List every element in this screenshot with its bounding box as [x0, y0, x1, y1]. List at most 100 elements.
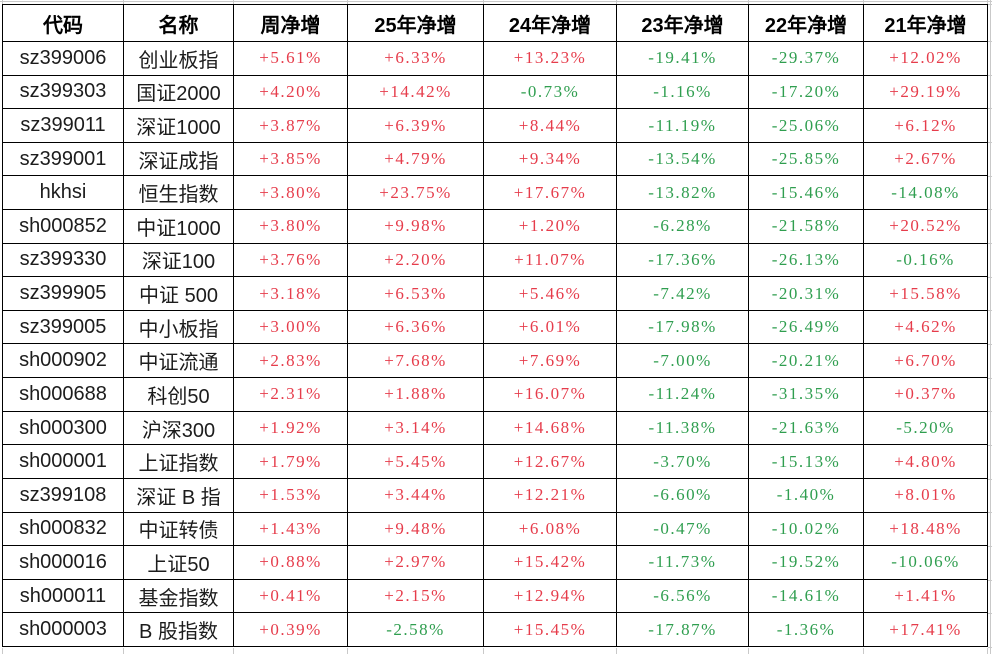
cell-value[interactable]: -0.16% — [863, 242, 988, 278]
cell-value[interactable]: +12.67% — [483, 444, 617, 479]
cell-code[interactable]: sz399330 — [2, 242, 124, 278]
cell-value[interactable]: +15.45% — [483, 612, 617, 647]
cell-value[interactable]: -11.38% — [616, 410, 749, 446]
cell-value[interactable]: +12.94% — [483, 578, 617, 614]
cell-value[interactable]: +7.69% — [483, 343, 617, 379]
cell-value[interactable]: +3.87% — [233, 108, 348, 143]
cell-value[interactable]: +4.62% — [863, 309, 988, 345]
cell-code[interactable]: sz399303 — [2, 74, 124, 110]
table-row[interactable]: sh000852 中证1000 +3.80% +9.98% +1.20% -6.28% -2… — [2, 209, 988, 244]
cell-value[interactable]: -29.37% — [748, 41, 864, 76]
cell-value[interactable]: -15.46% — [748, 175, 864, 211]
column-header-2023[interactable]: 23年净增 — [616, 4, 749, 42]
cell-value[interactable]: +23.75% — [347, 175, 484, 211]
cell-value[interactable]: -14.08% — [863, 175, 988, 211]
cell-value[interactable]: +3.44% — [347, 477, 484, 513]
cell-code[interactable]: hkhsi — [2, 175, 124, 211]
table-row[interactable]: sh000688 科创50 +2.31% +1.88% +16.07% -11.24% -3… — [2, 377, 988, 412]
table-row[interactable]: sz399303 国证2000 +4.20% +14.42% -0.73% -1.16% -… — [2, 74, 988, 110]
column-header-name[interactable]: 名称 — [123, 4, 234, 42]
cell-value[interactable]: +2.97% — [347, 545, 484, 580]
table-row[interactable]: sh000902 中证流通 +2.83% +7.68% +7.69% -7.00% -20.… — [2, 343, 988, 379]
cell-value[interactable]: -20.21% — [748, 343, 864, 379]
cell-value[interactable]: +0.88% — [233, 545, 348, 580]
cell-value[interactable]: +2.67% — [863, 141, 988, 177]
table-row[interactable]: hkhsi 恒生指数 +3.80% +23.75% +17.67% -13.82% -15.… — [2, 175, 988, 211]
cell-value[interactable]: +1.41% — [863, 578, 988, 614]
cell-value[interactable]: +5.45% — [347, 444, 484, 479]
cell-value[interactable]: -21.63% — [748, 410, 864, 446]
cell-value[interactable]: -7.00% — [616, 343, 749, 379]
cell-value[interactable]: +17.67% — [483, 175, 617, 211]
cell-value[interactable]: +11.07% — [483, 242, 617, 278]
cell-value[interactable]: +2.31% — [233, 377, 348, 412]
cell-value[interactable]: +6.08% — [483, 511, 617, 547]
cell-value[interactable]: +29.19% — [863, 74, 988, 110]
table-row[interactable]: sh000016 上证50 +0.88% +2.97% +15.42% -11.73% -1… — [2, 545, 988, 580]
cell-value[interactable]: -2.58% — [347, 612, 484, 647]
cell-code[interactable]: sh000300 — [2, 410, 124, 446]
cell-value[interactable]: +4.80% — [863, 444, 988, 479]
table-row[interactable]: sz399011 深证1000 +3.87% +6.39% +8.44% -11.19% -… — [2, 108, 988, 143]
cell-value[interactable]: +9.34% — [483, 141, 617, 177]
cell-value[interactable]: +6.01% — [483, 309, 617, 345]
cell-name[interactable]: 上证指数 — [123, 444, 234, 479]
cell-value[interactable]: -26.49% — [748, 309, 864, 345]
cell-value[interactable]: -25.06% — [748, 108, 864, 143]
cell-name[interactable]: 创业板指 — [123, 41, 234, 76]
cell-code[interactable]: sh000852 — [2, 209, 124, 244]
cell-value[interactable]: +4.20% — [233, 74, 348, 110]
cell-name[interactable]: 国证2000 — [123, 74, 234, 110]
cell-value[interactable]: +14.42% — [347, 74, 484, 110]
cell-value[interactable]: +2.20% — [347, 242, 484, 278]
cell-value[interactable]: +4.79% — [347, 141, 484, 177]
cell-value[interactable]: -19.41% — [616, 41, 749, 76]
cell-value[interactable]: -19.52% — [748, 545, 864, 580]
cell-value[interactable]: +12.21% — [483, 477, 617, 513]
table-row[interactable]: sz399905 中证 500 +3.18% +6.53% +5.46% -7.42% -2… — [2, 276, 988, 311]
cell-value[interactable]: -0.47% — [616, 511, 749, 547]
cell-value[interactable]: -1.16% — [616, 74, 749, 110]
cell-value[interactable]: -7.42% — [616, 276, 749, 311]
cell-value[interactable]: +1.88% — [347, 377, 484, 412]
cell-value[interactable]: +1.53% — [233, 477, 348, 513]
cell-value[interactable]: +6.33% — [347, 41, 484, 76]
cell-code[interactable]: sh000016 — [2, 545, 124, 580]
cell-value[interactable]: +3.76% — [233, 242, 348, 278]
cell-name[interactable]: 中证 500 — [123, 276, 234, 311]
cell-value[interactable]: +8.01% — [863, 477, 988, 513]
cell-value[interactable]: -10.02% — [748, 511, 864, 547]
cell-value[interactable]: +3.85% — [233, 141, 348, 177]
cell-value[interactable]: -0.73% — [483, 74, 617, 110]
cell-value[interactable]: +6.53% — [347, 276, 484, 311]
table-row[interactable]: sz399006 创业板指 +5.61% +6.33% +13.23% -19.41% -2… — [2, 41, 988, 76]
column-header-2021[interactable]: 21年净增 — [863, 4, 988, 42]
cell-code[interactable]: sz399108 — [2, 477, 124, 513]
cell-value[interactable]: +6.12% — [863, 108, 988, 143]
cell-value[interactable]: -13.54% — [616, 141, 749, 177]
cell-value[interactable]: -25.85% — [748, 141, 864, 177]
cell-value[interactable]: +16.07% — [483, 377, 617, 412]
cell-value[interactable]: +6.70% — [863, 343, 988, 379]
cell-value[interactable]: +17.41% — [863, 612, 988, 647]
cell-value[interactable]: +3.14% — [347, 410, 484, 446]
cell-value[interactable]: +12.02% — [863, 41, 988, 76]
cell-value[interactable]: +3.80% — [233, 175, 348, 211]
cell-value[interactable]: +0.39% — [233, 612, 348, 647]
cell-value[interactable]: -6.28% — [616, 209, 749, 244]
cell-value[interactable]: -14.61% — [748, 578, 864, 614]
cell-code[interactable]: sz399905 — [2, 276, 124, 311]
cell-name[interactable]: 中证转债 — [123, 511, 234, 547]
cell-value[interactable]: +3.18% — [233, 276, 348, 311]
cell-name[interactable]: 科创50 — [123, 377, 234, 412]
cell-value[interactable]: +1.20% — [483, 209, 617, 244]
cell-value[interactable]: +15.42% — [483, 545, 617, 580]
cell-name[interactable]: 中证流通 — [123, 343, 234, 379]
cell-value[interactable]: -17.98% — [616, 309, 749, 345]
column-header-2025[interactable]: 25年净增 — [347, 4, 484, 42]
cell-value[interactable]: -31.35% — [748, 377, 864, 412]
cell-name[interactable]: 基金指数 — [123, 578, 234, 614]
cell-value[interactable]: -3.70% — [616, 444, 749, 479]
cell-code[interactable]: sz399005 — [2, 309, 124, 345]
cell-name[interactable]: 深证100 — [123, 242, 234, 278]
